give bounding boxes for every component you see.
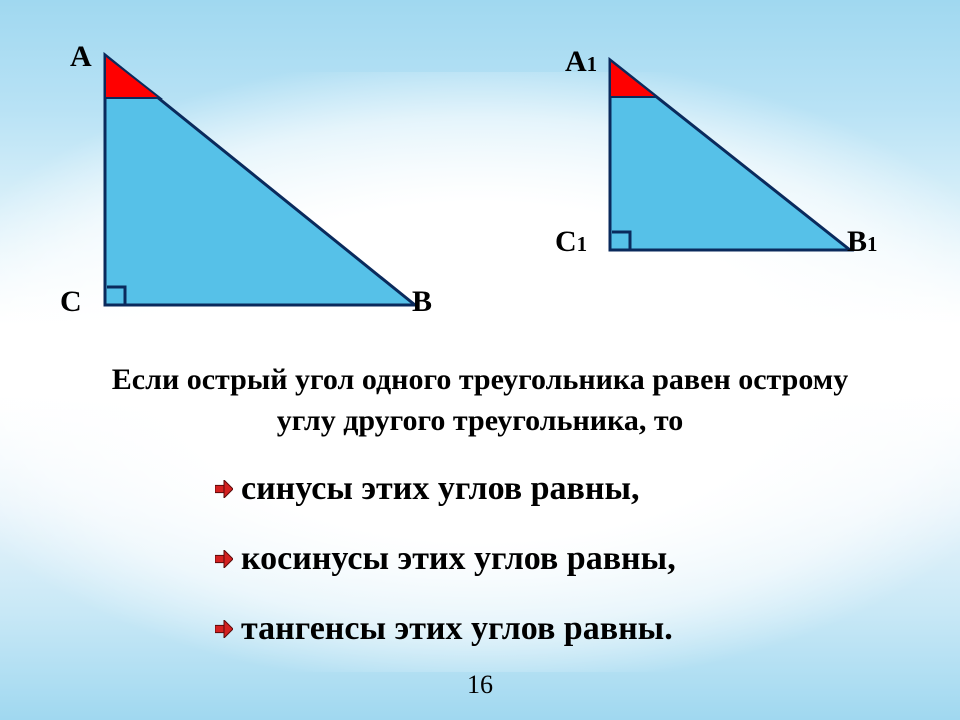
vertex-label-a1: A1: [565, 45, 597, 79]
bullet-text: синусы этих углов равны,: [241, 470, 640, 508]
bullet-text: тангенсы этих углов равны.: [241, 610, 673, 648]
page-number: 16: [467, 670, 493, 700]
bullet-item: косинусы этих углов равны,: [215, 540, 676, 578]
slide-stage: A B C A1 B1 C1 Если острый угол одного треуг…: [0, 0, 960, 720]
vertex-label-a: A: [70, 40, 92, 74]
theorem-text: Если острый угол одного треугольника рав…: [0, 360, 960, 441]
theorem-line1: Если острый угол одного треугольника рав…: [0, 360, 960, 401]
vertex-label-b1: B1: [847, 225, 878, 259]
bullet-item: тангенсы этих углов равны.: [215, 610, 673, 648]
triangle-a1b1c1: [595, 55, 865, 265]
vertex-label-c: C: [60, 285, 82, 319]
bullet-item: синусы этих углов равны,: [215, 470, 640, 508]
arrow-bullet-icon: [215, 480, 233, 498]
arrow-bullet-icon: [215, 550, 233, 568]
theorem-line2: углу другого треугольника, то: [0, 401, 960, 442]
vertex-label-c1: C1: [555, 225, 587, 259]
triangle-abc: [90, 50, 430, 320]
vertex-label-b: B: [412, 285, 432, 319]
bullet-text: косинусы этих углов равны,: [241, 540, 676, 578]
arrow-bullet-icon: [215, 620, 233, 638]
